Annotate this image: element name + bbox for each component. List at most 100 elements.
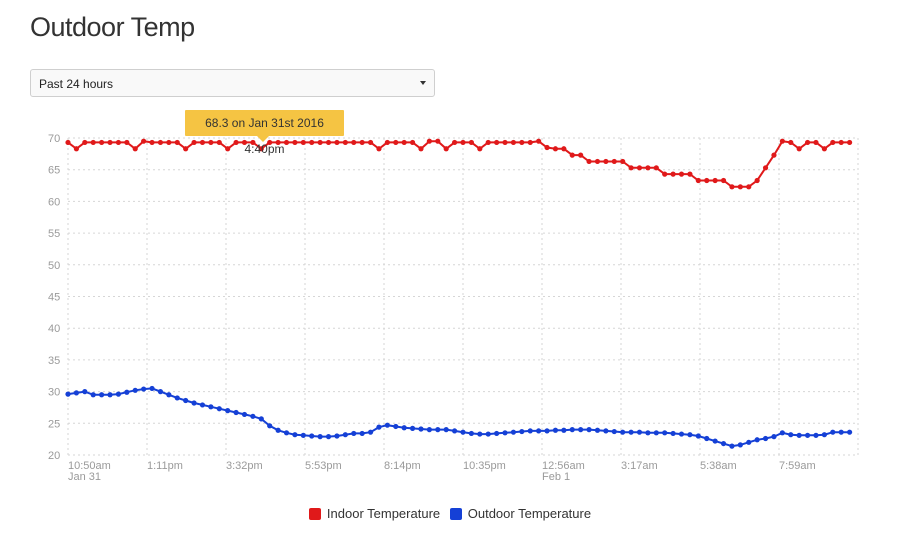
data-point [611, 428, 617, 435]
data-point [241, 139, 248, 146]
data-point [636, 429, 643, 435]
data-point [762, 165, 769, 171]
data-point [401, 425, 407, 431]
y-tick-label: 65 [48, 165, 60, 177]
data-point [90, 139, 96, 146]
data-point [569, 427, 575, 433]
data-point [477, 146, 483, 152]
data-point [519, 139, 525, 146]
data-point [183, 397, 189, 404]
data-point [451, 139, 458, 146]
data-point [544, 144, 550, 151]
y-tick-label: 30 [48, 387, 60, 399]
data-point [720, 440, 727, 447]
data-point [418, 426, 424, 432]
data-point [174, 139, 180, 146]
data-point [216, 139, 222, 146]
data-point [594, 427, 601, 433]
legend-item-outdoor[interactable]: Outdoor Temperature [449, 506, 591, 521]
data-point [578, 427, 584, 433]
x-tick-label: 12:56am [542, 460, 585, 472]
x-tick-label: 8:14pm [384, 460, 421, 472]
data-point [737, 442, 743, 448]
x-tick-label: 7:59am [779, 460, 816, 472]
data-point [132, 387, 138, 393]
data-point [250, 413, 256, 419]
legend-item-indoor[interactable]: Indoor Temperature [308, 506, 440, 521]
data-point [376, 424, 382, 430]
data-point [502, 139, 508, 146]
data-point [82, 139, 88, 146]
data-point [401, 139, 407, 146]
y-tick-label: 60 [48, 196, 60, 208]
data-point [620, 429, 626, 435]
data-point [82, 389, 88, 395]
data-point [73, 146, 80, 152]
data-point [225, 146, 231, 152]
data-point [300, 139, 306, 146]
y-tick-label: 55 [48, 228, 60, 240]
data-point [359, 430, 365, 437]
data-point [65, 391, 71, 397]
data-point [846, 429, 853, 435]
y-tick-label: 45 [48, 292, 60, 304]
data-point [830, 139, 836, 146]
data-point [771, 434, 777, 440]
data-point [367, 139, 374, 146]
data-point [191, 400, 197, 406]
data-point [107, 392, 113, 398]
data-point [611, 158, 617, 165]
data-point [510, 429, 517, 435]
data-point [695, 433, 701, 439]
y-tick-label: 35 [48, 355, 60, 367]
data-point [443, 427, 449, 433]
data-point [628, 429, 634, 435]
data-point [670, 430, 676, 437]
legend-swatch-indoor [308, 507, 321, 520]
data-point [779, 138, 785, 144]
data-point [166, 392, 172, 398]
data-point [334, 433, 340, 439]
data-point [99, 139, 105, 146]
data-point [141, 138, 147, 144]
data-point [788, 432, 794, 438]
data-point [712, 177, 718, 184]
data-point [174, 395, 180, 401]
data-point [712, 438, 718, 444]
page-title: Outdoor Temp [30, 12, 195, 42]
time-range-select[interactable]: Past 24 hours [30, 69, 435, 97]
data-point [191, 139, 197, 146]
data-point [359, 139, 365, 146]
data-point [351, 139, 357, 146]
data-point [367, 429, 374, 435]
x-tick-label: 3:17am [621, 460, 658, 472]
data-point [157, 139, 164, 146]
x-tick-sublabel: Feb 1 [542, 471, 570, 483]
x-tick-label: 10:35pm [463, 460, 506, 472]
data-point [149, 139, 155, 146]
data-point [90, 392, 96, 398]
data-point [527, 139, 533, 146]
data-point [485, 431, 491, 437]
data-point [704, 435, 710, 442]
data-point [443, 146, 449, 152]
data-point [468, 430, 475, 437]
tooltip-text: 68.3 on Jan 31st 2016 4:40pm [205, 116, 324, 156]
data-point [309, 139, 315, 146]
y-tick-label: 50 [48, 260, 60, 272]
x-tick-label: 5:38am [700, 460, 737, 472]
data-point [771, 152, 777, 158]
data-point [384, 139, 390, 146]
data-point [746, 184, 752, 190]
data-point [418, 146, 424, 152]
y-tick-label: 40 [48, 323, 60, 335]
data-point [645, 165, 651, 171]
data-point [292, 139, 298, 146]
data-tooltip: 68.3 on Jan 31st 2016 4:40pm [185, 110, 344, 156]
data-point [536, 428, 542, 434]
data-point [569, 152, 575, 158]
data-point [494, 139, 500, 146]
data-point [485, 139, 491, 146]
series-line-outdoor [67, 387, 850, 448]
data-point [149, 385, 155, 392]
